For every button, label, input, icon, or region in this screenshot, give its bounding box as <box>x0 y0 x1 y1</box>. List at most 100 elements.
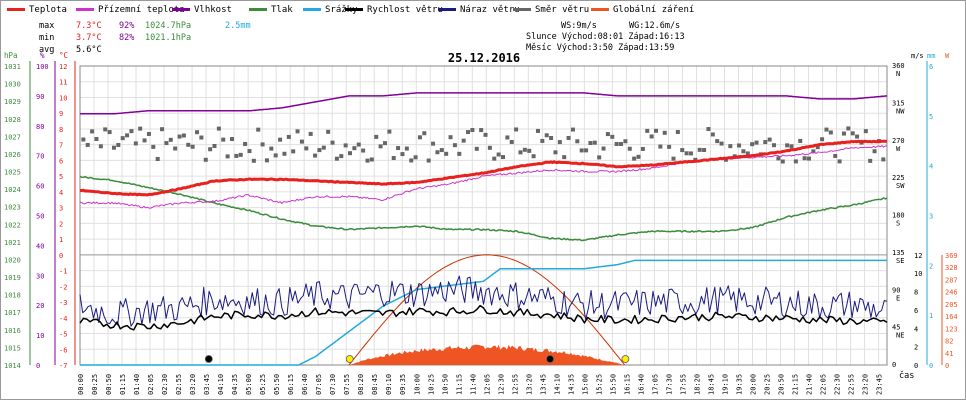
wind-direction-point <box>247 149 252 154</box>
wind-direction-point <box>129 129 134 134</box>
tick-mm: 1 <box>929 312 933 320</box>
moonrise-marker <box>204 355 213 363</box>
wind-direction-point <box>352 146 357 151</box>
tick-ms: 10 <box>914 270 922 278</box>
tick-direction-label: S <box>896 220 900 228</box>
wind-direction-point <box>111 145 116 150</box>
wind-direction-point <box>400 152 405 157</box>
wind-direction-point <box>378 144 383 149</box>
stats-max-rain: 2.5mm <box>225 21 251 31</box>
tick-celsius: -5 <box>59 331 67 339</box>
tick-celsius: 0 <box>59 252 63 260</box>
wind-direction-point <box>199 135 204 140</box>
legend-label: Globální záření <box>613 5 695 15</box>
x-tick-label: 00:25 <box>91 374 99 395</box>
wind-direction-point <box>457 151 462 156</box>
legend-item-0: Teplota <box>7 5 67 15</box>
wind-direction-point <box>164 141 169 146</box>
wind-direction-point <box>229 137 234 142</box>
x-tick-label: 22:05 <box>820 374 828 395</box>
wind-direction-point <box>544 133 549 138</box>
wind-direction-point <box>334 156 339 161</box>
wind-direction-point <box>452 143 457 148</box>
tick-celsius: 7 <box>59 142 63 150</box>
stats-block: max 7.3°C 92% 1024.7hPa 2.5mm min 3.7°C … <box>39 21 251 55</box>
wind-direction-point <box>535 128 540 133</box>
wind-direction-point <box>225 154 230 159</box>
wind-direction-point <box>514 127 519 132</box>
wind-direction-point <box>466 130 471 135</box>
wind-direction-point <box>623 139 628 144</box>
sunset-marker <box>621 355 630 363</box>
tick-hpa: 1017 <box>4 309 21 317</box>
x-tick-label: 13:45 <box>539 374 547 395</box>
wind-direction-point <box>614 141 619 146</box>
stats-min-press: 1021.1hPa <box>145 33 191 43</box>
x-tick-label: 20:00 <box>750 374 758 395</box>
tick-wm2: 123 <box>945 325 958 333</box>
wind-direction-point <box>872 149 877 154</box>
x-tick-label: 11:15 <box>455 374 463 395</box>
wind-direction-point <box>269 146 274 151</box>
series-wind-gust-line <box>79 275 888 327</box>
wind-direction-point <box>557 140 562 145</box>
tick-celsius: 4 <box>59 189 63 197</box>
wind-direction-point <box>431 141 436 146</box>
x-tick-label: 03:20 <box>189 374 197 395</box>
tick-percent: 0 <box>36 362 40 370</box>
x-tick-label: 05:00 <box>245 374 253 395</box>
tick-hpa: 1021 <box>4 239 21 247</box>
x-tick-label: 10:25 <box>427 374 435 395</box>
tick-celsius: -7 <box>59 362 67 370</box>
wind-direction-point <box>177 134 182 139</box>
wind-direction-point <box>444 151 449 156</box>
wind-direction-point <box>531 154 536 159</box>
tick-percent: 60 <box>36 183 44 191</box>
wind-direction-point <box>702 147 707 152</box>
wind-direction-point <box>496 152 501 157</box>
wind-direction-point <box>828 130 833 135</box>
legend-label: Vlhkost <box>194 5 232 15</box>
wind-direction-point <box>221 137 226 142</box>
wind-direction-point <box>522 147 527 152</box>
legend-swatch <box>591 8 609 11</box>
tick-celsius: 1 <box>59 236 63 244</box>
tick-hpa: 1031 <box>4 63 21 71</box>
x-tick-label: 08:45 <box>371 374 379 395</box>
wind-direction-point <box>151 144 156 149</box>
wind-direction-point <box>802 156 807 161</box>
wind-direction-point <box>841 131 846 136</box>
wind-direction-point <box>776 156 781 161</box>
wind-direction-point <box>483 132 488 137</box>
wind-direction-point <box>264 158 269 163</box>
wind-direction-point <box>120 136 125 141</box>
wind-direction-point <box>168 137 173 142</box>
stats-avg-label: avg <box>39 45 54 55</box>
series-rain-line <box>80 259 887 366</box>
wind-direction-point <box>138 126 143 131</box>
legend-item-2: Vlhkost <box>172 5 232 15</box>
wind-direction-point <box>251 158 256 163</box>
x-tick-label: 12:30 <box>497 374 505 395</box>
legend-label: Náraz větru <box>460 5 520 15</box>
legend-item-8: Globální záření <box>591 5 694 15</box>
wind-direction-point <box>688 151 693 156</box>
wind-direction-point <box>772 143 777 148</box>
wind-direction-point <box>741 149 746 154</box>
wind-direction-point <box>186 142 191 147</box>
tick-direction: 45 <box>892 324 900 332</box>
series-ground-temp-line <box>79 145 888 209</box>
x-tick-label: 22:30 <box>834 374 842 395</box>
wind-direction-point <box>448 135 453 140</box>
tick-celsius: 5 <box>59 173 63 181</box>
wind-direction-point <box>387 129 392 134</box>
wind-direction-point <box>710 132 715 137</box>
tick-hpa: 1024 <box>4 186 21 194</box>
tick-direction: 90 <box>892 286 900 294</box>
legend-swatch <box>345 8 363 11</box>
wind-direction-point <box>811 149 816 154</box>
wind-direction-point <box>715 139 720 144</box>
x-tick-label: 23:20 <box>862 374 870 395</box>
x-tick-label: 17:05 <box>651 374 659 395</box>
